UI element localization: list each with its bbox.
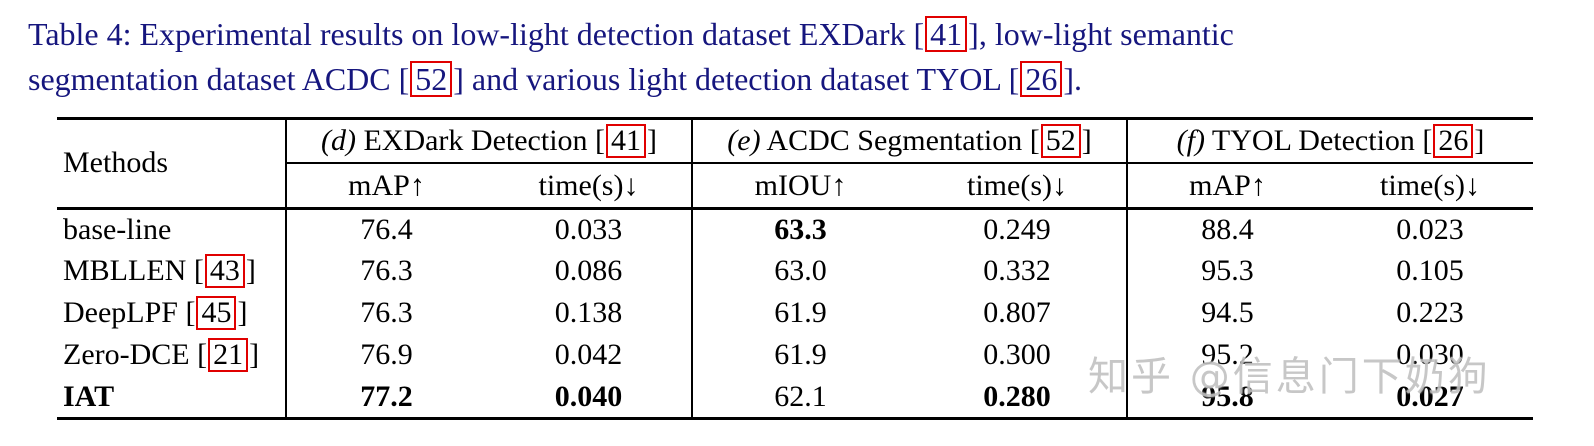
value-cell: 0.042 [486, 334, 693, 377]
method-name: DeepLPF [ [63, 296, 196, 330]
group-header-row: Methods (d) EXDark Detection [41] (e) AC… [57, 118, 1534, 210]
value-cell: 95.2 [1201, 338, 1254, 372]
method-cell: DeepLPF [45] [57, 292, 287, 335]
caption-text: Table 4: Experimental results on low-lig… [28, 16, 925, 52]
bracket: ] [1474, 124, 1485, 158]
value-cell: 0.280 [908, 376, 1129, 419]
value-cell: 0.300 [908, 334, 1129, 377]
group-label: (d) [320, 124, 356, 158]
value-cell: 0.023 [1396, 213, 1464, 247]
bracket: ] [1081, 124, 1092, 158]
method-cell: base-line [57, 208, 287, 251]
group-header-exdark: (d) EXDark Detection [41] [286, 118, 693, 165]
value-cell: 0.030 [1396, 338, 1464, 372]
method-cell: IAT [57, 376, 287, 419]
value-cell: 61.9 [774, 338, 827, 372]
bracket: ] [237, 296, 248, 330]
citation-link-41[interactable]: 41 [606, 124, 647, 159]
citation-link-52[interactable]: 52 [1040, 124, 1081, 159]
method-cell: Zero-DCE [21] [57, 334, 287, 377]
metric-header-time-acdc: time(s)↓ [908, 163, 1129, 210]
metric-header-miou-acdc: mIOU↑ [692, 163, 908, 210]
value-cell: 95.3 [1201, 254, 1254, 288]
value-cell: 76.9 [360, 338, 413, 372]
value-cell: 88.4 [1201, 213, 1254, 247]
table-row-deeplpf: DeepLPF [45] 76.3 0.138 61.9 0.807 94.5 … [57, 292, 1533, 335]
bracket: ] [249, 338, 260, 372]
value-cell: 95.8 [1201, 379, 1254, 413]
method-name: Zero-DCE [ [63, 338, 208, 372]
group-title: ACDC Segmentation [ [760, 124, 1040, 158]
value-cell: 76.4 [360, 213, 413, 247]
metric-header-time-exdark: time(s)↓ [486, 163, 693, 210]
method-name: IAT [63, 379, 115, 413]
value-cell: 0.040 [486, 376, 693, 419]
citation-link-26[interactable]: 26 [1433, 124, 1474, 159]
group-header-tyol: (f) TYOL Detection [26] [1127, 118, 1534, 165]
value-cell: 0.138 [486, 292, 693, 335]
table-row-mbllen: MBLLEN [43] 76.3 0.086 63.0 0.332 95.3 0… [57, 250, 1533, 293]
value-cell: 62.1 [774, 379, 827, 413]
method-name: MBLLEN [ [63, 254, 204, 288]
table-row-zerodce: Zero-DCE [21] 76.9 0.042 61.9 0.300 95.2… [57, 334, 1533, 377]
value-cell: 63.3 [774, 213, 827, 247]
value-cell: 0.223 [1396, 296, 1464, 330]
citation-link-41[interactable]: 41 [925, 16, 968, 52]
caption-text: ] and various light detection dataset TY… [453, 61, 1020, 98]
value-cell: 0.249 [908, 208, 1129, 251]
citation-link-43[interactable]: 43 [204, 254, 245, 289]
group-title: TYOL Detection [ [1204, 124, 1433, 158]
caption-text: ]. [1063, 61, 1082, 98]
value-cell: 77.2 [360, 379, 413, 413]
results-table: Methods (d) EXDark Detection [41] (e) AC… [57, 116, 1534, 420]
value-cell: 94.5 [1201, 296, 1254, 330]
table-caption: Table 4: Experimental results on low-lig… [28, 12, 1564, 103]
table-row-iat: IAT 77.2 0.040 62.1 0.280 95.8 0.027 [57, 376, 1533, 419]
citation-link-26[interactable]: 26 [1020, 61, 1063, 98]
value-cell: 76.3 [360, 254, 413, 288]
group-header-acdc: (e) ACDC Segmentation [52] [692, 118, 1129, 165]
value-cell: 0.807 [908, 292, 1129, 335]
caption-line-1: Table 4: Experimental results on low-lig… [28, 12, 1564, 57]
bracket: ] [245, 254, 256, 288]
value-cell: 0.027 [1396, 379, 1464, 413]
value-cell: 76.3 [360, 296, 413, 330]
value-cell: 0.332 [908, 250, 1129, 293]
value-cell: 63.0 [774, 254, 827, 288]
value-cell: 0.086 [486, 250, 693, 293]
group-label: (e) [727, 124, 761, 158]
citation-link-45[interactable]: 45 [196, 296, 237, 331]
metric-header-map-exdark: mAP↑ [286, 163, 486, 210]
metric-header-map-tyol: mAP↑ [1127, 163, 1328, 210]
group-label: (f) [1176, 124, 1205, 158]
bracket: ] [647, 124, 658, 158]
group-title: EXDark Detection [ [355, 124, 606, 158]
methods-column-header: Methods [57, 118, 287, 210]
value-cell: 0.033 [486, 208, 693, 251]
value-cell: 0.105 [1396, 254, 1464, 288]
value-cell: 61.9 [774, 296, 827, 330]
caption-line-2: segmentation dataset ACDC [52] and vario… [28, 57, 1564, 102]
metric-header-time-tyol: time(s)↓ [1327, 163, 1534, 210]
table-row-baseline: base-line 76.4 0.033 63.3 0.249 88.4 0.0… [57, 208, 1533, 251]
caption-text: ], low-light semantic [968, 16, 1234, 52]
caption-text: segmentation dataset ACDC [ [28, 61, 410, 98]
metric-header-row: mAP↑ time(s)↓ mIOU↑ time(s)↓ mAP↑ time(s… [57, 163, 1534, 210]
method-cell: MBLLEN [43] [57, 250, 287, 293]
citation-link-52[interactable]: 52 [410, 61, 453, 98]
method-name: base-line [63, 213, 172, 247]
citation-link-21[interactable]: 21 [208, 338, 249, 373]
